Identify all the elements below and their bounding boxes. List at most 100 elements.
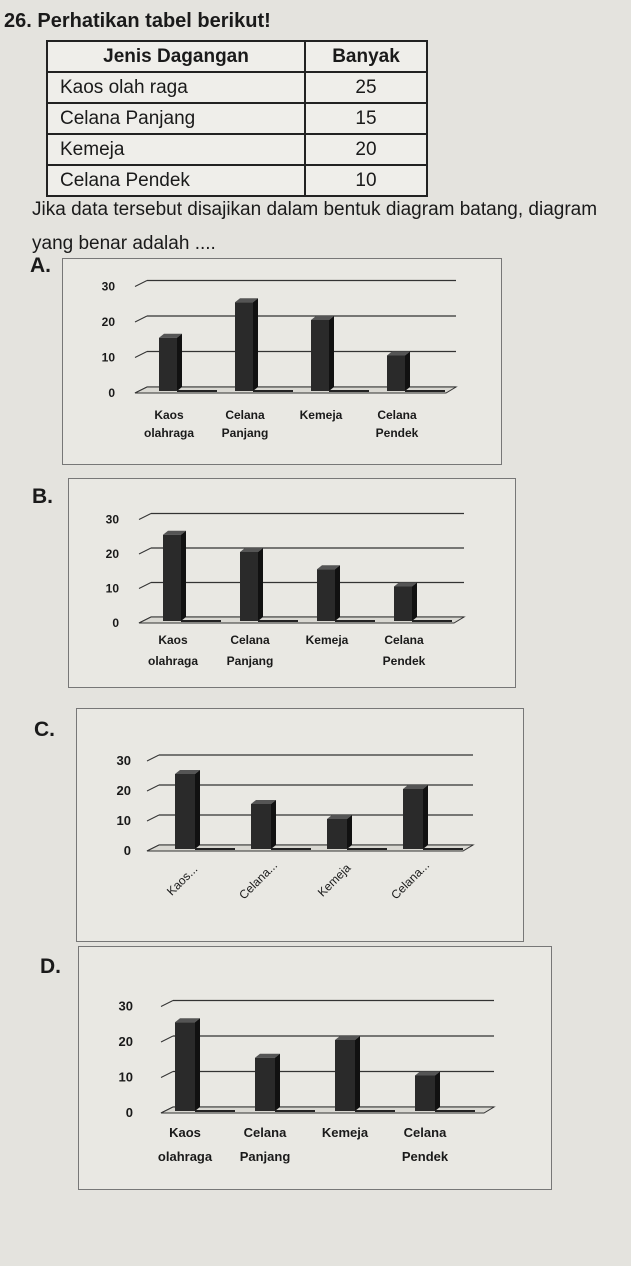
y-tick-label: 0 bbox=[112, 616, 119, 630]
table-cell: Celana Panjang bbox=[46, 102, 306, 135]
bar bbox=[335, 1040, 355, 1111]
x-tick-label-line2: olahraga bbox=[148, 654, 198, 668]
x-tick-label: Celana bbox=[377, 408, 417, 422]
bar-side bbox=[258, 548, 263, 621]
x-tick-label: Kaos bbox=[154, 408, 184, 422]
bar bbox=[175, 1022, 195, 1111]
y-tick-label: 20 bbox=[117, 783, 131, 798]
table-cell: 20 bbox=[304, 133, 428, 166]
bar-side bbox=[405, 351, 410, 391]
option-a-chart: 0 10 20 30 Kaos Celana Kemeja Celana olahraga Pan… bbox=[102, 280, 458, 440]
chart-floor bbox=[160, 1106, 496, 1114]
option-a-chart-box[interactable]: 0 10 20 30 Kaos Celana Kemeja Celana olahraga Pan… bbox=[62, 258, 502, 465]
option-c-chart: 0 10 20 30 Kaos... Celana... Kemeja Celana... bbox=[117, 753, 475, 902]
option-c-chart-box[interactable]: 0 10 20 30 Kaos... Celana... Kemeja Celana... bbox=[76, 708, 524, 942]
x-tick-label: Kaos bbox=[158, 633, 188, 647]
grid-diagonal bbox=[138, 513, 152, 520]
bar bbox=[403, 789, 423, 849]
bar bbox=[159, 337, 177, 391]
bar-top bbox=[311, 316, 334, 320]
bar-top bbox=[240, 548, 263, 552]
option-a-letter[interactable]: A. bbox=[30, 254, 51, 277]
bar bbox=[251, 804, 271, 849]
y-tick-label: 0 bbox=[108, 386, 115, 400]
bar-side bbox=[195, 770, 200, 849]
x-tick-label: Celana... bbox=[236, 858, 280, 902]
y-tick-label: 10 bbox=[106, 582, 120, 596]
y-tick-label: 10 bbox=[117, 813, 131, 828]
bar-top bbox=[175, 1018, 200, 1023]
question-prompt: Jika data tersebut disajikan dalam bentu… bbox=[32, 199, 598, 254]
option-c-letter[interactable]: C. bbox=[34, 718, 55, 741]
y-tick-label: 30 bbox=[106, 513, 120, 527]
y-tick-label: 30 bbox=[119, 999, 133, 1014]
bar bbox=[317, 569, 335, 621]
bar-side bbox=[181, 530, 186, 621]
bar-side bbox=[253, 298, 258, 391]
bar-side bbox=[355, 1036, 360, 1111]
y-tick-label: 0 bbox=[124, 843, 131, 858]
y-tick-label: 30 bbox=[102, 280, 116, 294]
bar-top bbox=[251, 800, 276, 804]
bar bbox=[163, 534, 181, 621]
bar-top bbox=[403, 785, 428, 789]
x-tick-label-line2: Panjang bbox=[222, 426, 269, 440]
table-row: Kaos olah raga 25 bbox=[46, 71, 428, 104]
x-tick-label-line2: Pendek bbox=[383, 654, 426, 668]
table-header: Banyak bbox=[304, 40, 428, 73]
bar bbox=[415, 1075, 435, 1111]
x-tick-label-line2: Panjang bbox=[227, 654, 274, 668]
option-b-chart: 0 10 20 30 Kaos Celana Kemeja Celana olahraga Pan… bbox=[106, 513, 466, 668]
option-b-chart-box[interactable]: 0 10 20 30 Kaos Celana Kemeja Celana olahraga Pan… bbox=[68, 478, 516, 688]
bar bbox=[255, 1057, 275, 1111]
grid-diagonal bbox=[134, 315, 148, 323]
table-cell: Kaos olah raga bbox=[46, 71, 306, 104]
x-tick-label-line2: Pendek bbox=[402, 1149, 449, 1164]
x-tick-label-line2: olahraga bbox=[144, 426, 194, 440]
bar-side bbox=[275, 1053, 280, 1111]
bar-top bbox=[255, 1053, 280, 1058]
bar-side bbox=[435, 1071, 440, 1111]
x-tick-label: Kemeja bbox=[300, 408, 343, 422]
x-tick-label: Kaos... bbox=[164, 862, 200, 898]
bar-top bbox=[394, 582, 417, 587]
bar-side bbox=[335, 565, 340, 621]
x-tick-label: Celana bbox=[244, 1125, 287, 1140]
bar bbox=[387, 355, 405, 391]
bar-top bbox=[415, 1071, 440, 1076]
option-d-letter[interactable]: D. bbox=[40, 955, 61, 978]
data-table: Jenis Dagangan Banyak Kaos olah raga 25 … bbox=[46, 40, 428, 197]
option-d-chart: 0 10 20 30 Kaos Celana Kemeja Celana olahraga Pan… bbox=[119, 999, 496, 1164]
bar bbox=[311, 320, 329, 391]
grid-diagonal bbox=[160, 1035, 174, 1043]
bar-top bbox=[159, 333, 182, 338]
grid-diagonal bbox=[138, 547, 152, 555]
bar bbox=[327, 819, 347, 849]
bar-top bbox=[175, 770, 200, 774]
bar bbox=[175, 774, 195, 849]
option-b-letter[interactable]: B. bbox=[32, 485, 53, 508]
bar-side bbox=[347, 815, 352, 849]
bar-side bbox=[271, 800, 276, 849]
option-d-chart-box[interactable]: 0 10 20 30 Kaos Celana Kemeja Celana olahraga Pan… bbox=[78, 946, 552, 1190]
grid-diagonal bbox=[146, 784, 160, 792]
x-tick-label: Celana bbox=[225, 408, 265, 422]
bar-side bbox=[195, 1018, 200, 1111]
grid-diagonal bbox=[138, 582, 152, 589]
bar-top bbox=[335, 1036, 360, 1040]
bar-side bbox=[423, 785, 428, 849]
x-tick-label: Celana bbox=[230, 633, 270, 647]
table-cell: Celana Pendek bbox=[46, 164, 306, 197]
x-tick-label: Celana bbox=[404, 1125, 447, 1140]
x-tick-label: Kemeja bbox=[315, 861, 354, 900]
table-cell: Kemeja bbox=[46, 133, 306, 166]
table-cell: 25 bbox=[304, 71, 428, 104]
table-row: Kemeja 20 bbox=[46, 133, 428, 166]
y-tick-label: 20 bbox=[119, 1034, 133, 1049]
question-title: 26. Perhatikan tabel berikut! bbox=[4, 10, 271, 32]
bar bbox=[235, 302, 253, 391]
x-tick-label-line2: Panjang bbox=[240, 1149, 291, 1164]
bar-top bbox=[387, 351, 410, 356]
x-tick-label: Kaos bbox=[169, 1125, 201, 1140]
grid-diagonal bbox=[146, 754, 160, 762]
